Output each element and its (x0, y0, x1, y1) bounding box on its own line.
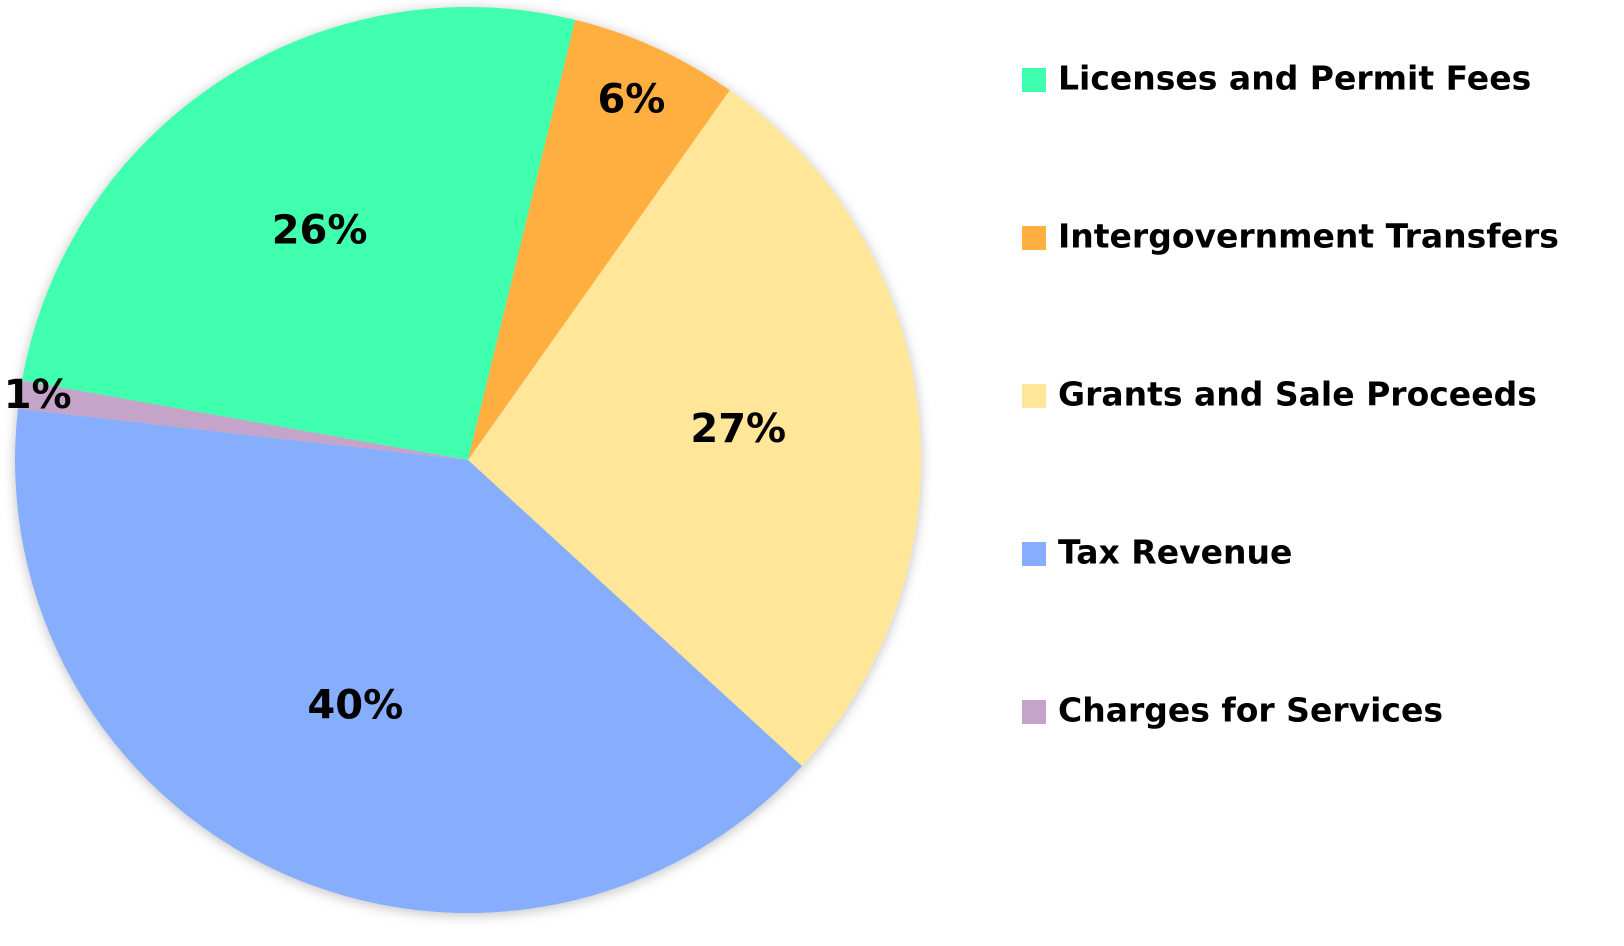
data-label: 6% (597, 76, 665, 122)
legend-label: Intergovernment Transfers (1058, 217, 1559, 256)
legend-label: Licenses and Permit Fees (1058, 59, 1531, 98)
legend-label: Tax Revenue (1058, 533, 1292, 572)
legend-swatch (1022, 68, 1046, 92)
legend-swatch (1022, 384, 1046, 408)
pie-slice (15, 408, 802, 913)
legend-swatch (1022, 226, 1046, 250)
legend-swatch (1022, 542, 1046, 566)
data-label: 1% (4, 372, 72, 418)
pie-slice (22, 6, 576, 461)
pie-slice (468, 90, 921, 767)
pie-slice (17, 380, 468, 460)
data-label: 26% (272, 207, 368, 253)
pie (15, 6, 921, 913)
legend-label: Charges for Services (1058, 691, 1443, 730)
data-label: 40% (307, 682, 403, 728)
legend-swatch (1022, 700, 1046, 724)
pie-slice (468, 19, 730, 461)
legend-label: Grants and Sale Proceeds (1058, 375, 1537, 414)
data-label: 27% (690, 406, 786, 452)
